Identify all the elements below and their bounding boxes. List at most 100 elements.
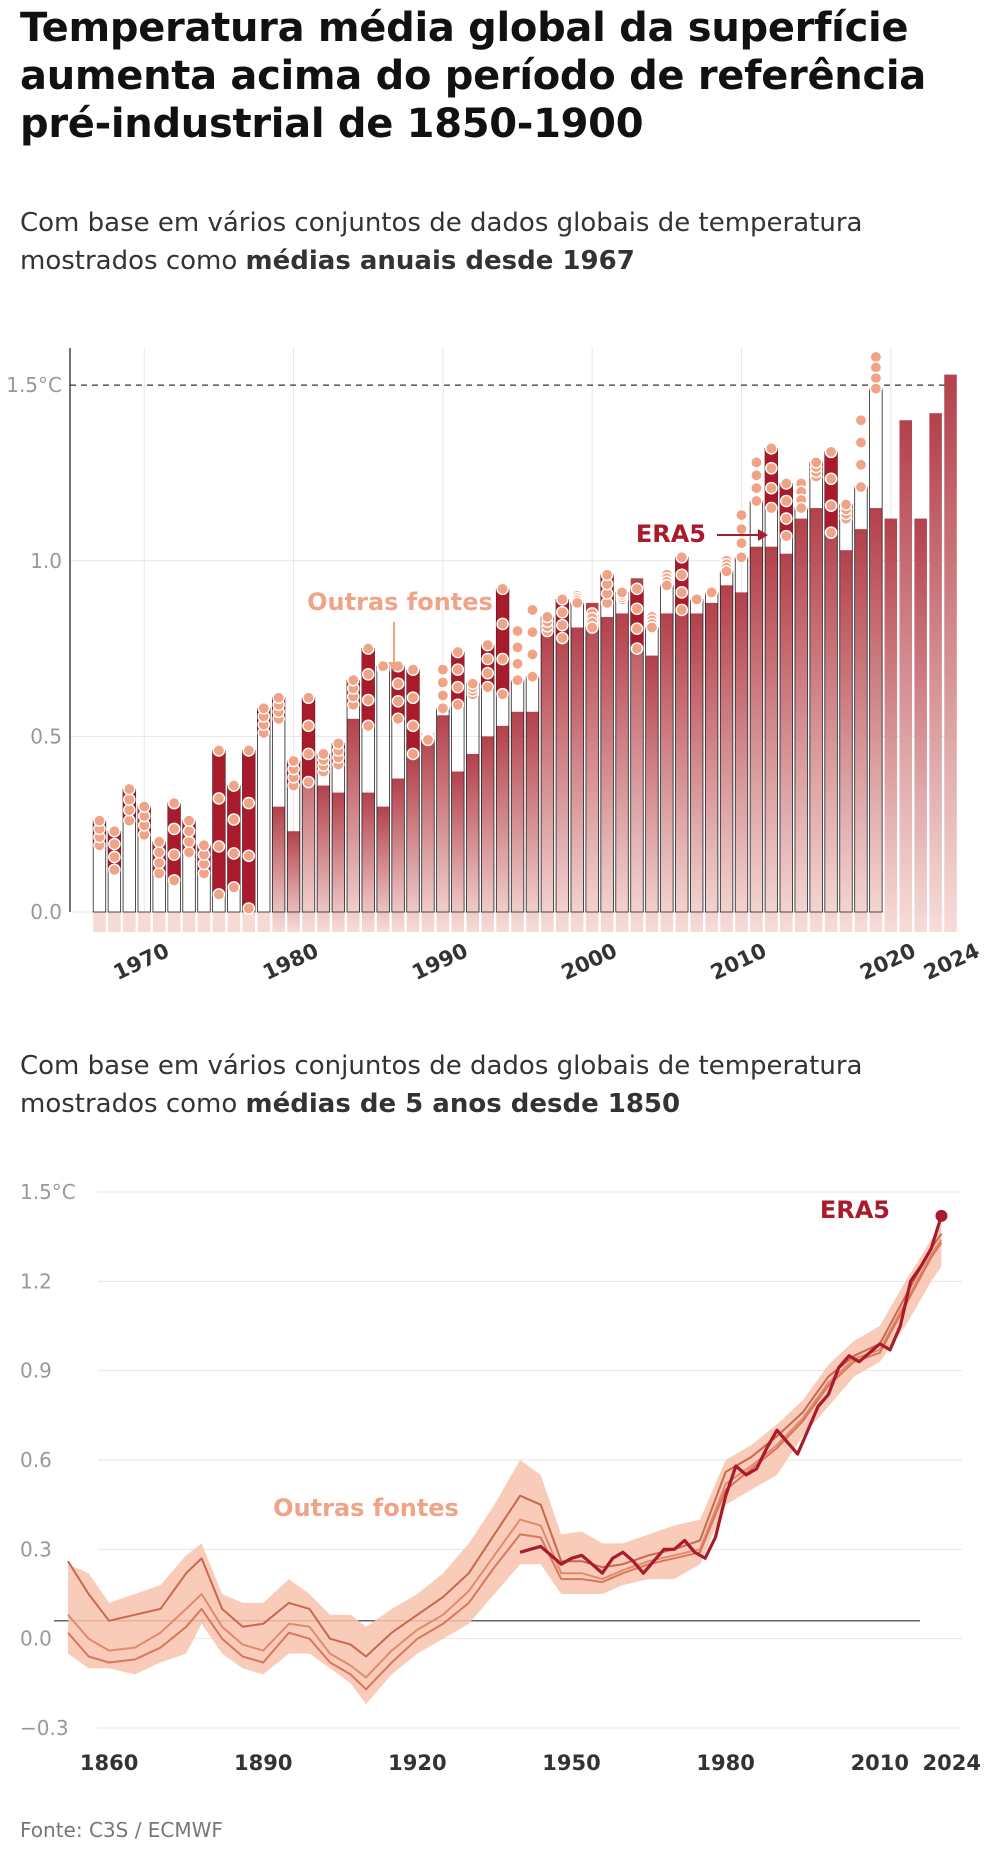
others-point xyxy=(451,680,465,694)
others-point xyxy=(660,579,674,592)
era5-bar xyxy=(720,585,733,932)
y-tick-label: 0.3 xyxy=(20,1537,52,1561)
others-point xyxy=(600,568,614,582)
others-point xyxy=(511,657,524,671)
others-point xyxy=(779,494,793,508)
others-point xyxy=(167,848,181,861)
others-point xyxy=(481,652,494,666)
others-point xyxy=(257,701,271,715)
x-tick-label: 2024 xyxy=(922,1751,980,1775)
five-year-line-chart: −0.3 0.0 0.3 0.6 0.9 1.2 1.5°C 1860 1890 1920 1950… xyxy=(20,1180,981,1775)
era5-bar xyxy=(287,831,300,932)
others-point xyxy=(735,508,748,522)
x-tick-label: 2010 xyxy=(707,938,770,984)
era5-bar xyxy=(391,778,405,932)
others-series-line xyxy=(67,1233,943,1658)
era5-bar xyxy=(347,718,360,932)
others-point xyxy=(869,361,883,374)
era5-bar xyxy=(421,732,435,932)
others-point xyxy=(152,867,166,880)
era5-bar xyxy=(824,518,838,932)
era5-bar xyxy=(182,912,196,932)
x-tick-label: 1920 xyxy=(388,1751,446,1775)
era5-bar xyxy=(765,546,778,932)
others-point xyxy=(391,712,405,726)
era5-bar xyxy=(929,413,942,933)
y-tick-label: 0.0 xyxy=(20,1627,52,1651)
others-point xyxy=(451,645,465,659)
x-tick-label: 1860 xyxy=(80,1751,138,1775)
others-point xyxy=(824,472,838,486)
others-range-bar xyxy=(451,652,465,705)
chart1-subtitle-plain: Com base em vários conjuntos de dados gl… xyxy=(20,208,863,276)
x-tick-label: 1890 xyxy=(234,1751,292,1775)
others-range-bar xyxy=(675,557,689,610)
others-range-bar xyxy=(227,785,241,888)
others-range-bar xyxy=(496,588,509,695)
others-point xyxy=(854,480,868,494)
era5-bar xyxy=(257,912,270,932)
era5-endpoint xyxy=(935,1209,948,1222)
others-point xyxy=(585,621,599,634)
era5-bar xyxy=(361,792,375,932)
others-range-bar xyxy=(167,803,181,881)
others-point xyxy=(272,691,285,705)
others-point xyxy=(526,603,539,617)
others-point xyxy=(227,847,241,860)
others-point xyxy=(152,835,166,849)
others-point xyxy=(824,445,838,459)
y-tick-label: −0.3 xyxy=(20,1716,69,1740)
others-range-bar xyxy=(630,588,644,649)
others-range-bar xyxy=(780,483,793,537)
others-point xyxy=(854,413,868,427)
others-point xyxy=(869,382,883,395)
others-point xyxy=(406,691,420,705)
others-point xyxy=(750,456,763,469)
era5-bar xyxy=(406,757,420,932)
others-point xyxy=(481,680,494,694)
others-point xyxy=(750,468,763,482)
others-point xyxy=(108,837,121,851)
era5-bar xyxy=(884,518,898,932)
y-tick-label: 1.5°C xyxy=(20,1180,76,1204)
x-tick-label: 1970 xyxy=(110,938,173,984)
era5-bar xyxy=(645,655,659,932)
others-point xyxy=(779,477,793,490)
source-note: Fonte: C3S / ECMWF xyxy=(20,1818,223,1842)
others-point xyxy=(556,605,569,619)
others-point xyxy=(630,622,644,635)
others-point xyxy=(526,670,539,683)
chart1-subtitle-bold: médias anuais desde 1967 xyxy=(245,246,635,276)
era5-bar xyxy=(600,616,614,932)
era5-bar xyxy=(630,578,644,932)
era5-bar xyxy=(93,912,106,932)
era5-bar xyxy=(197,912,211,932)
others-point xyxy=(302,719,315,733)
others-point xyxy=(481,638,494,652)
era5-bar xyxy=(167,912,181,932)
era5-annotation: ERA5 xyxy=(820,1196,890,1224)
others-point xyxy=(765,481,778,495)
others-point xyxy=(765,442,778,455)
others-point xyxy=(212,840,226,853)
annual-bar-chart: 0.0 0.5 1.0 1.5°C 1970 1980 1990 2000 2010 2020 20… xyxy=(6,348,983,985)
era5-bar xyxy=(944,374,957,932)
others-range-bar xyxy=(391,666,405,719)
others-point xyxy=(108,863,121,877)
others-point xyxy=(421,733,435,747)
others-series-line xyxy=(67,1242,943,1691)
others-point xyxy=(361,719,375,733)
others-point xyxy=(750,494,763,508)
x-tick-label: 1980 xyxy=(696,1751,754,1775)
others-point xyxy=(794,501,808,515)
others-annotation: Outras fontes xyxy=(307,588,493,616)
others-point xyxy=(302,747,315,761)
x-tick-label: 2000 xyxy=(558,938,621,984)
others-point xyxy=(212,888,226,901)
y-tick-label: 0.0 xyxy=(30,900,62,924)
era5-bar xyxy=(137,912,151,932)
x-tick-label: 1990 xyxy=(408,938,471,984)
others-annotation: Outras fontes xyxy=(273,1494,459,1522)
x-tick-label: 1980 xyxy=(259,938,322,984)
era5-bar xyxy=(899,420,913,932)
